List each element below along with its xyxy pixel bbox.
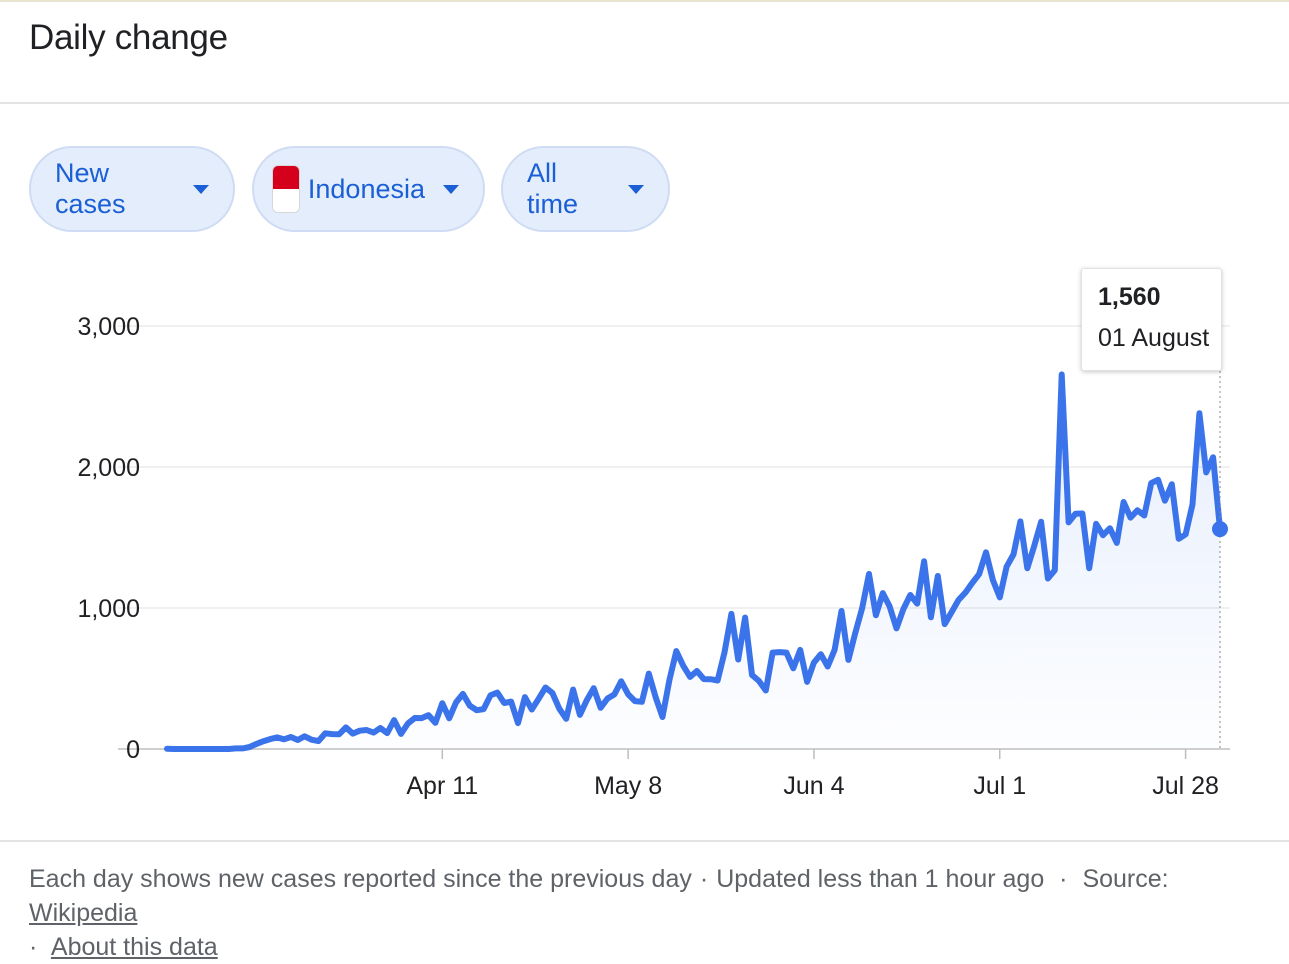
hover-point <box>1212 521 1228 538</box>
x-tick-label: May 8 <box>594 772 662 800</box>
x-tick-label: Jun 4 <box>783 772 844 800</box>
footer-note: Each day shows new cases reported since … <box>29 865 692 893</box>
x-axis: Apr 11 May 8 Jun 4 Jul 1 Jul 28 <box>406 749 1219 800</box>
y-tick-label: 3,000 <box>77 313 140 341</box>
x-tick-label: Jul 1 <box>973 772 1026 800</box>
y-axis: 0 1,000 2,000 3,000 <box>77 313 140 764</box>
source-link[interactable]: Wikipedia <box>29 899 138 927</box>
chart-tooltip: 1,560 01 August <box>1081 268 1222 371</box>
time-range-dropdown[interactable]: All time <box>501 146 670 232</box>
caret-down-icon <box>193 184 209 194</box>
caret-down-icon <box>443 184 459 194</box>
metric-dropdown[interactable]: New cases <box>29 146 235 232</box>
x-tick-label: Jul 28 <box>1152 772 1219 800</box>
footer-source-label: Source: <box>1082 865 1169 893</box>
indonesia-flag-icon <box>272 165 300 213</box>
top-border <box>0 0 1289 2</box>
caret-down-icon <box>628 184 644 194</box>
daily-change-chart[interactable]: 0 1,000 2,000 3,000 Apr 11 May 8 Jun 4 Jul 1 Ju… <box>0 0 1289 840</box>
country-dropdown-label: Indonesia <box>307 173 425 204</box>
y-tick-label: 0 <box>126 736 140 764</box>
y-tick-label: 1,000 <box>77 595 140 623</box>
x-tick-label: Apr 11 <box>406 772 478 800</box>
tooltip-date: 01 August <box>1098 324 1210 352</box>
chart-footer: Each day shows new cases reported since … <box>29 865 1169 961</box>
about-data-link[interactable]: About this data <box>50 933 218 961</box>
card-title: Daily change <box>29 18 228 57</box>
tooltip-value: 1,560 <box>1098 283 1161 311</box>
metric-dropdown-label: New cases <box>55 158 126 219</box>
time-range-dropdown-label: All time <box>527 158 579 219</box>
footer-divider <box>0 840 1289 842</box>
footer-updated: Updated less than 1 hour ago <box>716 865 1045 893</box>
series-area <box>167 374 1220 749</box>
header-divider <box>0 102 1289 104</box>
y-tick-label: 2,000 <box>77 454 140 482</box>
series-line <box>164 371 1223 752</box>
country-dropdown[interactable]: Indonesia <box>252 146 485 232</box>
